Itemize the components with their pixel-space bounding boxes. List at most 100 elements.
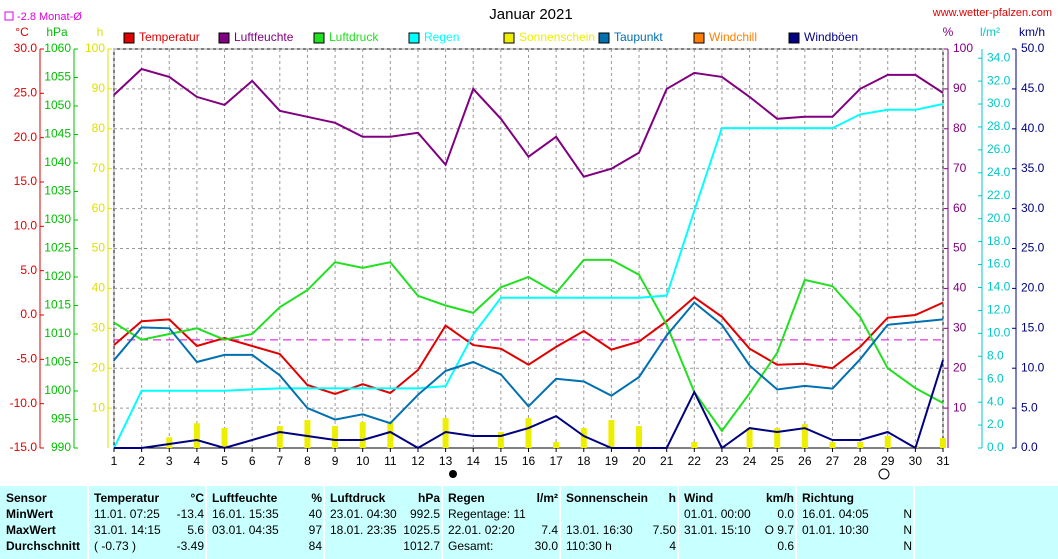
y-tick-label: 60 (953, 201, 967, 215)
bar (857, 442, 864, 448)
x-tick-label: 15 (494, 454, 508, 468)
table-cell: 84 (309, 539, 323, 553)
x-tick-label: 21 (660, 454, 674, 468)
x-tick-label: 4 (194, 454, 201, 468)
table-cell: 7.4 (541, 523, 558, 537)
y-tick-label: 30.0 (1021, 201, 1045, 215)
full-moon (878, 468, 890, 480)
y-tick-label: 15.0 (1021, 320, 1045, 334)
y-tick-label: -10.0 (10, 396, 38, 410)
y-tick-label: 50.0 (1021, 41, 1045, 55)
table-cell: 18.01. 23:35 (330, 523, 397, 537)
table-cell: Richtung (802, 491, 854, 505)
x-tick-label: 26 (798, 454, 812, 468)
table-cell: Durchschnitt (6, 539, 80, 553)
table-cell: 992.5 (410, 507, 440, 521)
y-tick-label: 18.0 (987, 234, 1011, 248)
table-cell: 13.01. 16:30 (566, 523, 633, 537)
y-tick-label: 30.0 (14, 41, 38, 55)
y-tick-label: 70 (953, 161, 967, 175)
y-tick-label: 100 (953, 41, 973, 55)
table-cell: Regen (448, 491, 485, 505)
table-cell: 5.6 (187, 523, 204, 537)
y-tick-label: 45.0 (1021, 81, 1045, 95)
y-tick-label: 10 (953, 400, 967, 414)
table-cell: N (903, 539, 912, 553)
table-cell: 22.01. 02:20 (448, 523, 515, 537)
y-tick-label: 4.0 (987, 394, 1004, 408)
y-tick-label: 90 (92, 81, 106, 95)
table-cell: MaxWert (6, 523, 56, 537)
x-tick-label: 12 (411, 454, 425, 468)
y-tick-label: 26.0 (987, 142, 1011, 156)
table-cell: 0.0 (777, 507, 794, 521)
legend-label: Luftdruck (329, 30, 379, 44)
y-tick-label: 0.0 (987, 440, 1004, 454)
series-line (113, 103, 944, 449)
table-cell: 16.01. 15:35 (212, 507, 279, 521)
y-tick-label: 1035 (44, 184, 71, 198)
bar (608, 420, 615, 448)
bar (636, 426, 643, 448)
x-tick-label: 5 (221, 454, 228, 468)
y-tick-label: 34.0 (987, 50, 1011, 64)
y-tick-label: 15.0 (14, 174, 38, 188)
table-cell: °C (191, 491, 205, 505)
table-cell: km/h (766, 491, 794, 505)
bar (801, 424, 808, 448)
table-cell: ( -0.73 ) (94, 539, 136, 553)
x-tick-label: 13 (439, 454, 453, 468)
chart-title: Januar 2021 (489, 6, 572, 23)
x-tick-label: 10 (356, 454, 370, 468)
table-cell: MinWert (6, 507, 53, 521)
table-cell: 03.01. 04:35 (212, 523, 279, 537)
y-tick-label: 1010 (44, 326, 71, 340)
table-cell: 16.01. 04:05 (802, 507, 869, 521)
axis-unit: km/h (1019, 25, 1045, 39)
table-cell: 0.6 (777, 539, 794, 553)
x-tick-label: 18 (577, 454, 591, 468)
series-line (113, 296, 944, 395)
y-tick-label: 90 (953, 81, 967, 95)
bar (304, 420, 311, 448)
legend-swatch (693, 32, 705, 44)
legend-label: Windchill (709, 30, 757, 44)
y-tick-label: 12.0 (987, 303, 1011, 317)
legend-swatch (598, 32, 610, 44)
bar (525, 418, 532, 448)
y-tick-label: -5.0 (16, 352, 37, 366)
y-tick-label: 990 (51, 440, 71, 454)
y-tick-label: 1045 (44, 127, 71, 141)
series-line (113, 67, 944, 178)
avg-label: -2.8 Monat-Ø (17, 11, 82, 23)
bar (221, 428, 228, 448)
x-tick-label: 31 (936, 454, 950, 468)
avg-swatch (4, 11, 14, 21)
y-tick-label: 2.0 (987, 417, 1004, 431)
y-tick-label: 60 (92, 201, 106, 215)
x-tick-label: 19 (605, 454, 619, 468)
table-cell: Luftfeuchte (212, 491, 278, 505)
table-cell: -3.49 (177, 539, 205, 553)
legend-label: Sonnenschein (519, 30, 595, 44)
table-cell: 40 (309, 507, 323, 521)
y-tick-label: 20 (92, 360, 106, 374)
y-tick-label: -15.0 (10, 440, 38, 454)
y-tick-label: 1055 (44, 70, 71, 84)
bar (774, 428, 781, 448)
legend-swatch (788, 32, 800, 44)
legend-swatch (313, 32, 325, 44)
x-tick-label: 17 (549, 454, 563, 468)
y-tick-label: 30 (92, 320, 106, 334)
x-tick-label: 22 (688, 454, 702, 468)
y-tick-label: 80 (953, 121, 967, 135)
y-tick-label: 32.0 (987, 73, 1011, 87)
bar (940, 438, 946, 448)
y-tick-label: 1040 (44, 155, 71, 169)
x-tick-label: 2 (138, 454, 145, 468)
y-tick-label: 14.0 (987, 280, 1011, 294)
y-tick-label: 24.0 (987, 165, 1011, 179)
y-tick-label: 1050 (44, 98, 71, 112)
axis-unit: hPa (46, 25, 68, 39)
